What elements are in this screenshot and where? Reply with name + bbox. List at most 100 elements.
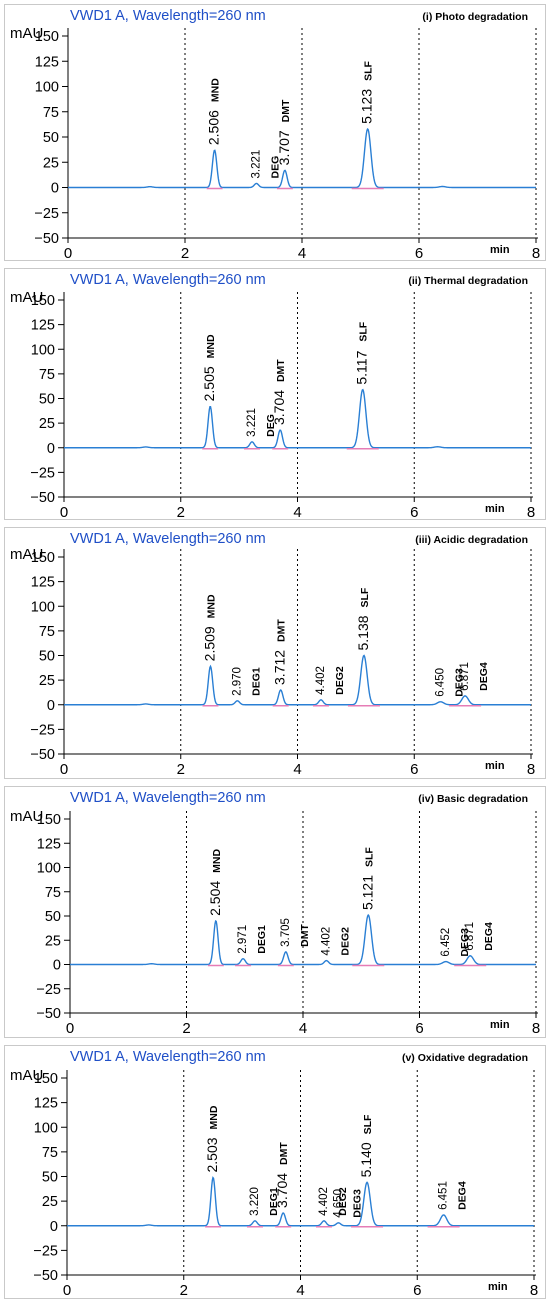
peak-compound-label: DEG1 [250,667,262,696]
peak-compound-label: DEG3 [459,928,471,957]
x-tick-label: 0 [63,1282,71,1299]
y-tick-label: −25 [30,722,55,738]
peak-compound-label: DEG2 [339,927,351,956]
y-tick-label: 125 [31,575,55,591]
panel-frame [4,786,546,1038]
detector-header: VWD1 A, Wavelength=260 nm [70,790,266,806]
peak-compound-label: DEG [265,414,277,437]
peak-rt-label: 2.506 [206,110,222,145]
peak-rt-label: 5.123 [359,89,375,124]
peak-rt-label: 2.504 [207,881,223,916]
y-tick-label: 0 [47,698,55,714]
y-tick-label: 150 [31,550,55,566]
panel-title: (iii) Acidic degradation [415,534,528,546]
panel-frame [4,527,546,779]
peak-rt-label: 3.221 [246,408,258,437]
peak-rt-label: 4.402 [318,1187,330,1216]
peak-rt-label: 6.450 [435,668,447,697]
peak-compound-label: MND [210,78,222,102]
panel-frame [4,268,546,520]
detector-header: VWD1 A, Wavelength=260 nm [70,272,266,288]
peak-compound-label: DMT [278,1142,290,1165]
y-tick-label: 25 [39,416,55,432]
y-tick-label: −25 [36,982,61,998]
peak-rt-label: 3.704 [274,1173,290,1208]
chromatogram-panel-4: VWD1 A, Wavelength=260 nm (iv) Basic degr… [4,786,546,1038]
peak-compound-label: SLF [359,587,371,607]
peak-compound-label: SLF [363,61,375,81]
x-tick-label: 2 [177,761,185,778]
y-tick-label: 100 [31,599,55,615]
y-tick-label: −50 [33,1268,58,1284]
y-axis-unit: mAU [10,25,43,42]
peak-compound-label: DEG4 [457,1181,469,1210]
peak-compound-label: DMT [275,359,287,382]
x-tick-label: 4 [293,504,301,521]
x-tick-label: 8 [527,504,535,521]
peak-rt-label: 6.451 [438,1181,450,1210]
peak-compound-label: SLF [358,321,370,341]
peak-rt-label: 4.650 [332,1189,344,1218]
y-tick-label: 125 [37,836,61,852]
peak-rt-label: 3.704 [271,390,287,425]
y-tick-label: 0 [50,1219,58,1235]
y-tick-label: 75 [43,105,59,121]
x-axis-unit: min [485,760,505,772]
y-tick-label: 75 [39,367,55,383]
peak-compound-label: DEG1 [268,1187,280,1216]
peak-compound-label: DEG [269,156,281,179]
peak-rt-label: 3.221 [250,150,262,179]
x-tick-label: 6 [410,504,418,521]
x-tick-label: 8 [532,1020,540,1037]
y-tick-label: −50 [36,1006,61,1022]
y-axis-unit: mAU [10,808,43,825]
y-tick-label: 50 [43,130,59,146]
x-tick-label: 2 [181,245,189,262]
peak-rt-label: 4.402 [320,927,332,956]
y-axis-unit: mAU [10,1067,43,1084]
x-tick-label: 2 [180,1282,188,1299]
y-tick-label: 0 [47,441,55,457]
y-tick-label: 100 [37,861,61,877]
x-tick-label: 0 [64,245,72,262]
y-tick-label: 75 [39,624,55,640]
y-tick-label: 75 [45,885,61,901]
peak-rt-label: 6.871 [459,662,471,691]
x-tick-label: 2 [182,1020,190,1037]
panel-frame [4,4,546,261]
x-tick-label: 2 [177,504,185,521]
x-tick-label: 4 [298,245,306,262]
chromatogram-trace [70,913,536,966]
x-tick-label: 8 [530,1282,538,1299]
x-tick-label: 0 [60,761,68,778]
y-tick-label: 50 [45,909,61,925]
y-tick-label: 150 [35,29,59,45]
y-tick-label: 150 [37,812,61,828]
chromatogram-panel-3: VWD1 A, Wavelength=260 nm (iii) Acidic de… [4,527,546,779]
y-tick-label: 50 [39,649,55,665]
peak-rt-label: 5.121 [359,875,375,910]
panel-title: (v) Oxidative degradation [402,1052,528,1064]
x-tick-label: 4 [299,1020,307,1037]
y-tick-label: 50 [39,392,55,408]
chromatogram-trace [68,127,536,189]
detector-header: VWD1 A, Wavelength=260 nm [70,531,266,547]
peak-compound-label: DEG3 [351,1189,363,1218]
peak-compound-label: MND [205,334,217,358]
chromatogram-panel-1: VWD1 A, Wavelength=260 nm (i) Photo degra… [4,4,546,262]
peak-compound-label: DEG4 [478,662,490,691]
x-tick-label: 4 [293,761,301,778]
chromatogram-trace [64,654,531,706]
y-tick-label: 100 [34,1120,58,1136]
peak-rt-label: 3.220 [249,1187,261,1216]
x-tick-label: 4 [296,1282,304,1299]
x-tick-label: 0 [66,1020,74,1037]
chromatogram-trace [67,1176,534,1227]
peak-compound-label: DEG1 [256,925,268,954]
peak-rt-label: 2.970 [231,667,243,696]
y-tick-label: −50 [30,747,55,763]
panel-title: (i) Photo degradation [422,11,528,23]
y-tick-label: 100 [35,80,59,96]
y-tick-label: 125 [34,1096,58,1112]
x-tick-label: 6 [415,1020,423,1037]
